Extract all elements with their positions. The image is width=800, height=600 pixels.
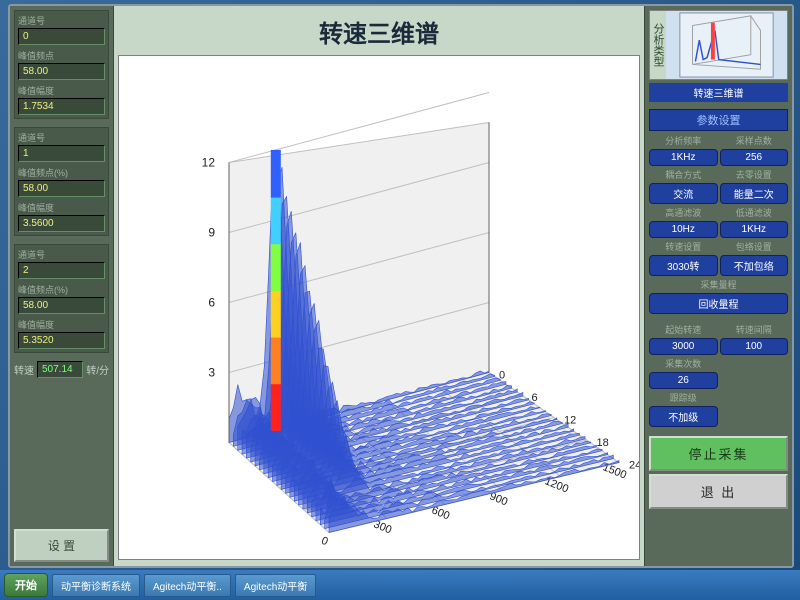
param-label: 采集次数: [649, 357, 718, 370]
param-label: 转速间隔: [720, 323, 789, 336]
param-value[interactable]: 回收量程: [649, 293, 788, 314]
waterfall-3d-svg: 3691203006009001200150006121824: [119, 56, 639, 559]
thumb-side-label: 分析类型: [650, 11, 666, 79]
field-label: 峰值频点(%): [18, 283, 105, 296]
rpm-label: 转速: [14, 362, 34, 377]
stop-acquire-button[interactable]: 停止采集: [649, 436, 788, 471]
thumb-icon: [666, 11, 787, 79]
field-label: 峰值幅度: [18, 84, 105, 97]
field-label: 峰值频点(%): [18, 166, 105, 179]
taskbar-item[interactable]: 动平衡诊断系统: [52, 574, 140, 597]
field-value: 5.3520: [18, 332, 105, 349]
param-label: [720, 357, 789, 370]
field-label: 通道号: [18, 248, 105, 261]
taskbar-item[interactable]: Agitech动平衡: [235, 574, 316, 597]
exit-button[interactable]: 退 出: [649, 474, 788, 509]
start-button[interactable]: 开始: [4, 573, 48, 597]
field-value: 2: [18, 262, 105, 279]
field-value: 1.7534: [18, 98, 105, 115]
param-value[interactable]: 26: [649, 372, 718, 389]
param-value[interactable]: 不加包络: [720, 255, 789, 276]
field-label: 峰值幅度: [18, 201, 105, 214]
param-value[interactable]: 256: [720, 149, 789, 166]
left-panel: 通道号 0 峰值频点 58.00 峰值幅度 1.7534 通道号 1 峰值频点(…: [10, 6, 114, 566]
param-label: 耦合方式: [649, 168, 718, 181]
svg-text:12: 12: [202, 156, 216, 170]
taskbar: 开始 动平衡诊断系统 Agitech动平衡.. Agitech动平衡: [0, 570, 800, 600]
chart-3d-spectrum: 3691203006009001200150006121824: [118, 55, 640, 560]
param-value[interactable]: 交流: [649, 183, 718, 204]
param-label: 分析频率: [649, 134, 718, 147]
field-value: 3.5600: [18, 215, 105, 232]
field-value: 1: [18, 145, 105, 162]
rpm-unit: 转/分: [86, 362, 109, 377]
svg-text:18: 18: [597, 437, 609, 449]
field-label: 通道号: [18, 131, 105, 144]
field-label: 通道号: [18, 14, 105, 27]
param-value[interactable]: 3000: [649, 338, 718, 355]
param-value[interactable]: 能量二次: [720, 183, 789, 204]
field-label: 峰值幅度: [18, 318, 105, 331]
svg-text:0: 0: [319, 535, 329, 548]
param-label: 采集量程: [649, 278, 788, 291]
params-grid-2: 起始转速 转速间隔 3000 100 采集次数 26 跟踪级 不加级: [649, 323, 788, 427]
center-panel: 转速三维谱 3691203006009001200150006121824: [114, 6, 644, 566]
svg-text:6: 6: [208, 296, 215, 310]
chart-title: 转速三维谱: [114, 6, 644, 55]
param-value[interactable]: 3030转: [649, 255, 718, 276]
taskbar-item[interactable]: Agitech动平衡..: [144, 574, 231, 597]
param-value[interactable]: 10Hz: [649, 221, 718, 238]
param-label: 高通滤波: [649, 206, 718, 219]
param-label: 低通滤波: [720, 206, 789, 219]
field-value: 58.00: [18, 297, 105, 314]
param-value[interactable]: 1KHz: [649, 149, 718, 166]
param-label: 包络设置: [720, 240, 789, 253]
param-value[interactable]: 1KHz: [720, 221, 789, 238]
param-label: 采样点数: [720, 134, 789, 147]
settings-button[interactable]: 设 置: [14, 529, 109, 562]
left-section: 通道号 1 峰值频点(%) 58.00 峰值幅度 3.5600: [14, 127, 109, 236]
rpm-readout: 转速 507.14 转/分: [14, 361, 109, 378]
param-value[interactable]: 不加级: [649, 406, 718, 427]
param-label: 去零设置: [720, 168, 789, 181]
right-panel: 分析类型 转速三维谱 参数设置 分析频率 采样点数 1KHz 256 耦合方式 …: [644, 6, 792, 566]
params-grid: 分析频率 采样点数 1KHz 256 耦合方式 去零设置 交流 能量二次 高通滤…: [649, 134, 788, 314]
field-value: 0: [18, 28, 105, 45]
field-value: 58.00: [18, 63, 105, 80]
field-label: 峰值频点: [18, 49, 105, 62]
rpm-value: 507.14: [37, 361, 83, 378]
params-header: 参数设置: [649, 109, 788, 131]
svg-text:9: 9: [208, 226, 215, 240]
param-label: 起始转速: [649, 323, 718, 336]
svg-text:3: 3: [208, 366, 215, 380]
thumb-caption: 转速三维谱: [649, 83, 788, 102]
field-value: 58.00: [18, 180, 105, 197]
desktop: BCAF 通道号 0 峰值频点 58.00 峰值幅度 1.7534 通道号 1 …: [0, 0, 800, 600]
analysis-type-thumb[interactable]: 分析类型: [649, 10, 788, 80]
svg-text:24: 24: [629, 460, 639, 472]
param-value[interactable]: 100: [720, 338, 789, 355]
left-section: 通道号 2 峰值频点(%) 58.00 峰值幅度 5.3520: [14, 244, 109, 353]
left-section: 通道号 0 峰值频点 58.00 峰值幅度 1.7534: [14, 10, 109, 119]
main-window: 通道号 0 峰值频点 58.00 峰值幅度 1.7534 通道号 1 峰值频点(…: [8, 4, 794, 568]
param-label: 转速设置: [649, 240, 718, 253]
param-label: 跟踪级: [649, 391, 718, 404]
